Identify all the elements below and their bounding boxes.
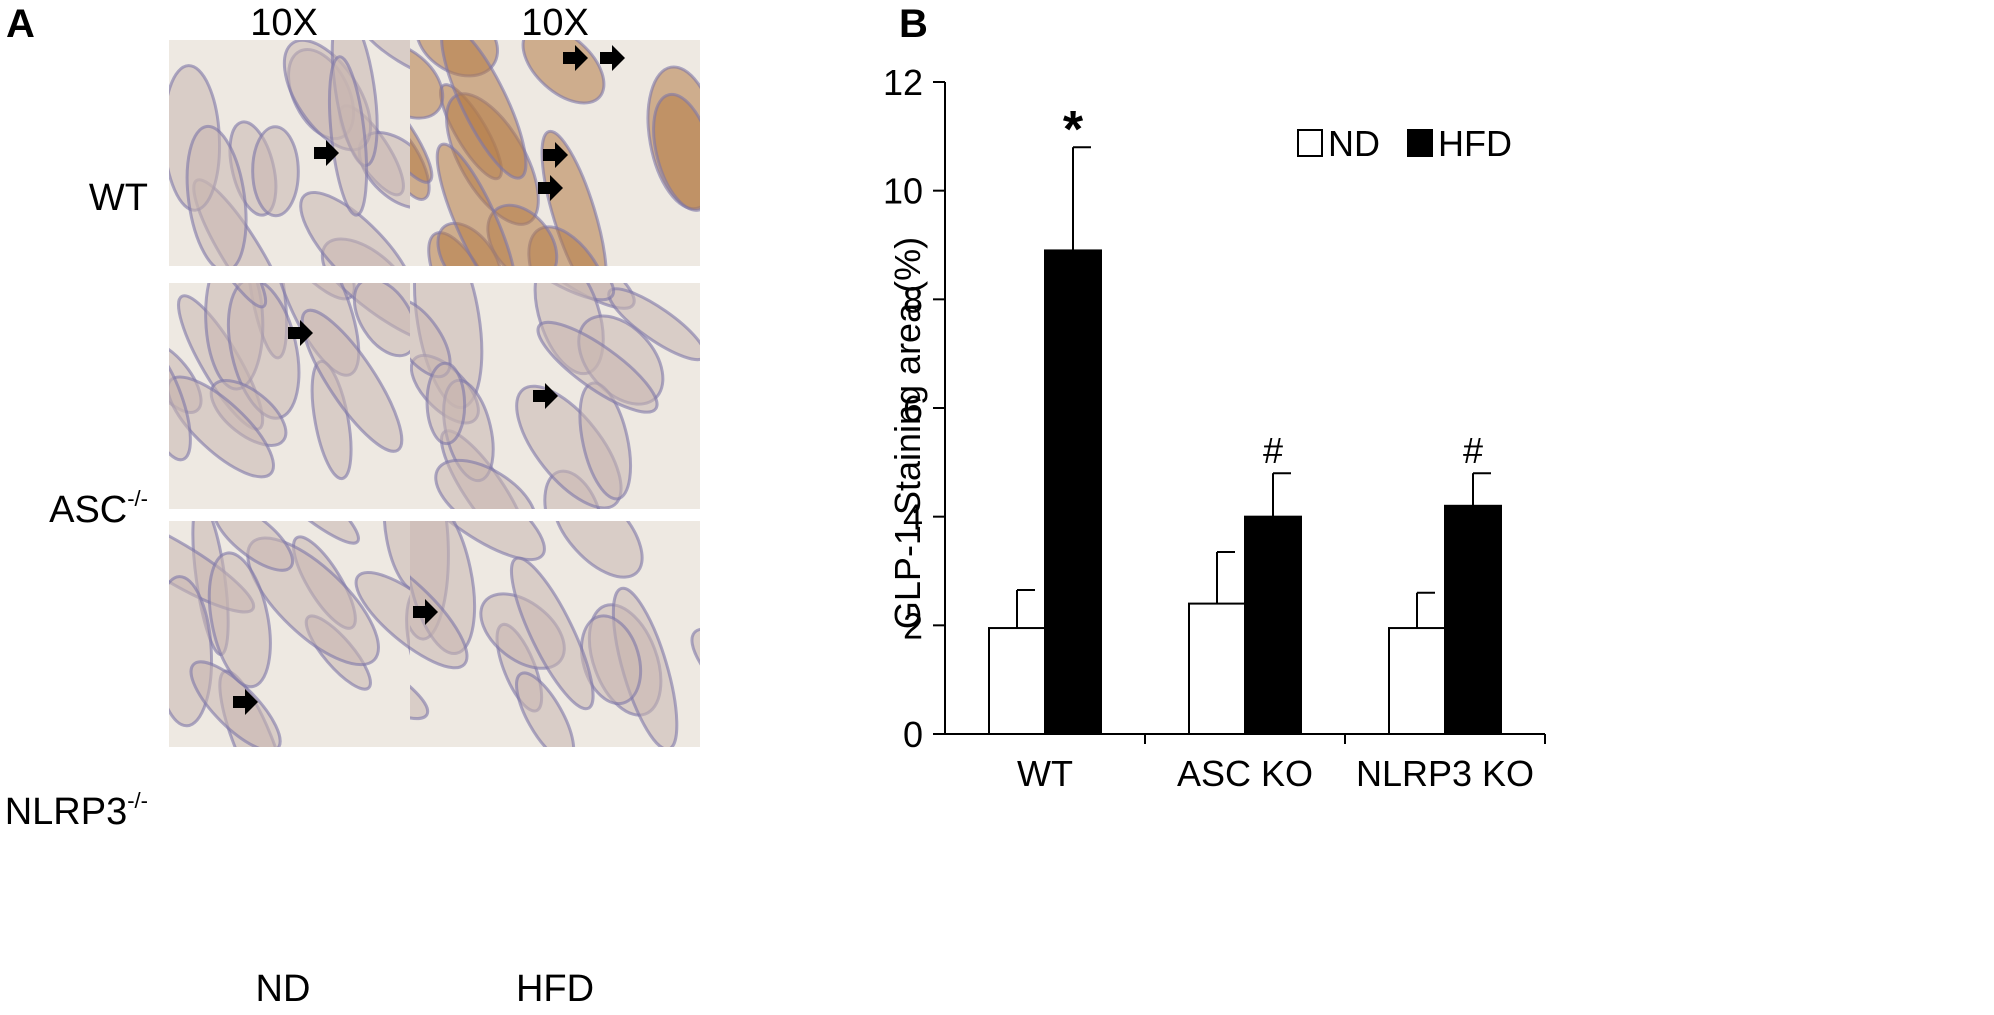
micrograph-nlrp3-hfd: [410, 521, 700, 747]
y-tick-label: 0: [903, 714, 923, 755]
row-label-wt-text: WT: [88, 177, 148, 219]
arrow-icon: [600, 45, 625, 71]
column-label-nd: ND: [255, 968, 311, 1010]
bar-nd: [1388, 627, 1446, 735]
arrow-icon: [413, 599, 438, 625]
column-label-hfd: HFD: [515, 968, 595, 1010]
y-tick-label: 4: [903, 497, 923, 538]
bar-hfd: [1244, 515, 1302, 735]
bar-chart: GLP-1 Staining area (%) 0 2 4 6 8 10 12 WT ASC …: [883, 62, 1546, 794]
column-magnification-hfd: 10X: [521, 2, 589, 44]
legend: ND HFD: [1297, 123, 1512, 164]
bar-nd: [988, 627, 1046, 735]
legend-label-hfd: HFD: [1438, 123, 1512, 164]
arrow-icon: [538, 175, 563, 201]
panel-a-letter: A: [6, 2, 35, 46]
y-tick-label: 12: [883, 62, 923, 103]
bars: * # #: [988, 101, 1502, 736]
significance-mark: #: [1463, 430, 1483, 471]
row-label-nlrp3: NLRP3-/-: [0, 788, 148, 834]
y-axis-label: GLP-1 Staining area (%): [887, 237, 928, 629]
row-label-asc: ASC-/-: [0, 486, 148, 532]
legend-swatch-nd: [1297, 129, 1323, 157]
row-label-asc-sup: -/-: [127, 486, 148, 511]
row-label-wt: WT: [0, 174, 148, 220]
y-tick-label: 10: [883, 171, 923, 212]
y-tick-label: 6: [903, 388, 923, 429]
bar-hfd: [1044, 249, 1102, 736]
y-tick-label: 8: [903, 279, 923, 320]
legend-swatch-hfd: [1407, 129, 1433, 157]
panel-b-letter: B: [899, 2, 928, 46]
bar-nd: [1188, 602, 1246, 735]
y-tick-label: 2: [903, 605, 923, 646]
x-tick-label: ASC KO: [1177, 753, 1313, 794]
arrow-icon: [288, 320, 313, 346]
column-magnification-nd: 10X: [250, 2, 318, 44]
micrograph-asc-hfd: [410, 283, 700, 509]
arrow-icon: [563, 45, 588, 71]
arrow-icon: [233, 689, 258, 715]
x-axis: WT ASC KO NLRP3 KO: [945, 733, 1546, 794]
arrow-icon: [533, 383, 558, 409]
micrograph-nlrp3-nd: [169, 521, 459, 747]
legend-label-nd: ND: [1328, 123, 1380, 164]
bar-hfd: [1444, 504, 1502, 735]
arrow-icon: [314, 140, 339, 166]
significance-mark: #: [1263, 430, 1283, 471]
row-label-nlrp3-sup: -/-: [127, 788, 148, 813]
x-tick-label: WT: [1017, 753, 1073, 794]
arrow-icon: [543, 142, 568, 168]
significance-mark: *: [1063, 101, 1084, 159]
row-label-asc-text: ASC: [49, 489, 128, 531]
y-axis: 0 2 4 6 8 10 12: [883, 62, 946, 755]
row-label-nlrp3-text: NLRP3: [4, 791, 128, 833]
micrograph-wt-hfd: [410, 40, 700, 266]
x-tick-label: NLRP3 KO: [1356, 753, 1534, 794]
